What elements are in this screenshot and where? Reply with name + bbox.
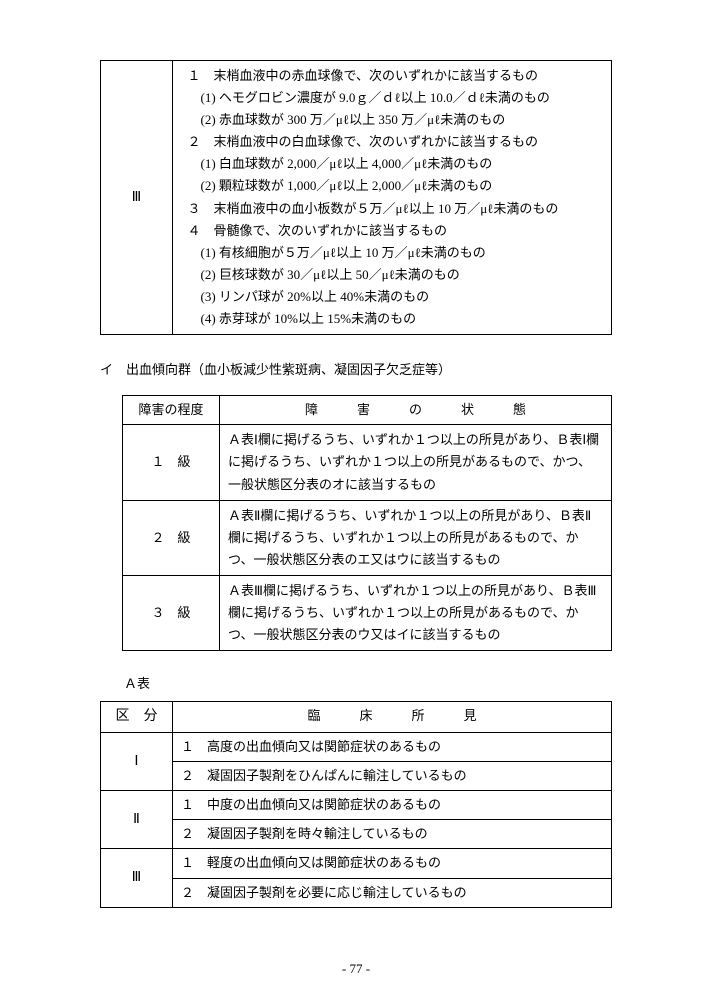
grade-desc: Ａ表Ⅱ欄に掲げるうち、いずれか１つ以上の所見があり、Ｂ表Ⅱ欄に掲げるうち、いずれ… [220, 500, 612, 575]
a-line: １ 高度の出血傾向又は関節症状のあるもの [173, 733, 612, 762]
criteria-line: (1) 白血球数が 2,000／μℓ以上 4,000／μℓ未満のもの [181, 153, 603, 175]
criteria-line: ３ 末梢血液中の血小板数が５万／μℓ以上 10 万／μℓ未満のもの [181, 198, 603, 220]
criteria-line: (1) 有核細胞が５万／μℓ以上 10 万／μℓ未満のもの [181, 242, 603, 264]
grade-desc: Ａ表Ⅲ欄に掲げるうち、いずれか１つ以上の所見があり、Ｂ表Ⅲ欄に掲げるうち、いずれ… [220, 575, 612, 650]
grade-cell: １ 級 [123, 425, 220, 500]
criteria-line: (3) リンパ球が 20%以上 40%未満のもの [181, 286, 603, 308]
criteria-table-iii: Ⅲ １ 末梢血液中の赤血球像で、次のいずれかに該当するもの (1) ヘモグロビン… [100, 60, 612, 335]
criteria-line: (2) 巨核球数が 30／μℓ以上 50／μℓ未満のもの [181, 264, 603, 286]
criteria-line: ２ 末梢血液中の白血球像で、次のいずれかに該当するもの [181, 131, 603, 153]
a-line: １ 中度の出血傾向又は関節症状のあるもの [173, 791, 612, 820]
grade-header-left: 障害の程度 [123, 396, 220, 425]
grade-desc: Ａ表Ⅰ欄に掲げるうち、いずれか１つ以上の所見があり、Ｂ表Ⅰ欄に掲げるうち、いずれ… [220, 425, 612, 500]
a-line: ２ 凝固因子製剤を必要に応じ輸注しているもの [173, 878, 612, 907]
a-line: ２ 凝固因子製剤をひんぱんに輸注しているもの [173, 762, 612, 791]
grade-table: 障害の程度 障 害 の 状 態 １ 級 Ａ表Ⅰ欄に掲げるうち、いずれか１つ以上の… [122, 395, 612, 651]
criteria-line: (1) ヘモグロビン濃度が 9.0ｇ／ｄℓ以上 10.0／ｄℓ未満のもの [181, 87, 603, 109]
grade-cell: ３ 級 [123, 575, 220, 650]
a-roman: Ⅲ [101, 849, 173, 907]
a-header-left: 区 分 [101, 702, 173, 733]
criteria-line: ４ 骨髄像で、次のいずれかに該当するもの [181, 220, 603, 242]
section-heading-i: イ 出血傾向群（血小板減少性紫斑病、凝固因子欠乏症等） [100, 359, 612, 381]
a-header-right: 臨 床 所 見 [173, 702, 612, 733]
criteria-line: (4) 赤芽球が 10%以上 15%未満のもの [181, 308, 603, 330]
a-line: １ 軽度の出血傾向又は関節症状のあるもの [173, 849, 612, 878]
a-table-label: Ａ表 [124, 673, 612, 695]
a-roman: Ⅱ [101, 791, 173, 849]
a-table: 区 分 臨 床 所 見 Ⅰ １ 高度の出血傾向又は関節症状のあるもの ２ 凝固因… [100, 701, 612, 907]
criteria-body: １ 末梢血液中の赤血球像で、次のいずれかに該当するもの (1) ヘモグロビン濃度… [173, 61, 612, 335]
a-roman: Ⅰ [101, 733, 173, 791]
page-number: - 77 - [100, 958, 612, 980]
criteria-line: (2) 赤血球数が 300 万／μℓ以上 350 万／μℓ未満のもの [181, 109, 603, 131]
criteria-line: (2) 顆粒球数が 1,000／μℓ以上 2,000／μℓ未満のもの [181, 175, 603, 197]
roman-label: Ⅲ [101, 61, 173, 335]
criteria-line: １ 末梢血液中の赤血球像で、次のいずれかに該当するもの [181, 65, 603, 87]
grade-header-right: 障 害 の 状 態 [220, 396, 612, 425]
grade-cell: ２ 級 [123, 500, 220, 575]
a-line: ２ 凝固因子製剤を時々輸注しているもの [173, 820, 612, 849]
